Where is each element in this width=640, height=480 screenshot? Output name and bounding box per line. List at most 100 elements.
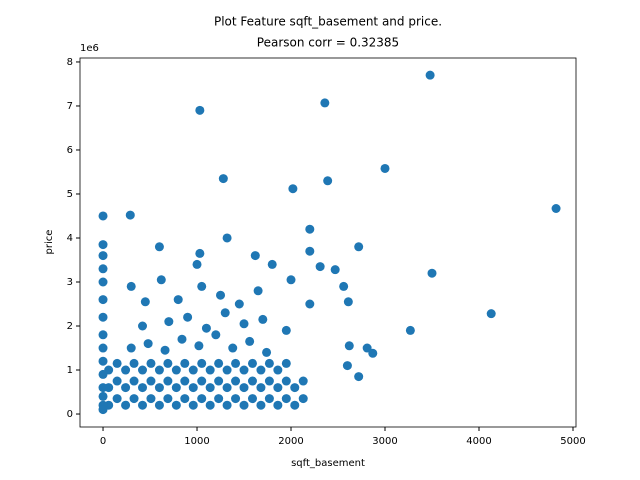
point xyxy=(125,210,135,220)
point xyxy=(146,358,156,368)
point xyxy=(98,383,108,393)
y-tick-label: 1 xyxy=(67,365,73,376)
point xyxy=(281,376,291,386)
point xyxy=(218,174,228,184)
point xyxy=(315,262,325,272)
point xyxy=(247,376,257,386)
point xyxy=(188,400,198,410)
point xyxy=(138,383,148,393)
point xyxy=(126,343,136,353)
point xyxy=(171,383,181,393)
point xyxy=(98,369,108,379)
point xyxy=(228,343,238,353)
point xyxy=(231,394,241,404)
point xyxy=(305,224,315,234)
point xyxy=(98,312,108,322)
point xyxy=(239,319,249,329)
point xyxy=(305,246,315,256)
point xyxy=(112,376,122,386)
point xyxy=(180,358,190,368)
x-axis-label: sqft_basement xyxy=(291,458,365,469)
point xyxy=(273,365,283,375)
y-tick-label: 0 xyxy=(67,409,73,420)
point xyxy=(188,383,198,393)
point xyxy=(98,277,108,287)
point xyxy=(323,176,333,186)
point xyxy=(486,309,496,319)
point xyxy=(140,297,150,307)
point xyxy=(427,268,437,278)
x-tick-label: 2000 xyxy=(278,436,303,447)
chart-title: Plot Feature sqft_basement and price. xyxy=(214,15,442,29)
point xyxy=(98,405,108,415)
point xyxy=(112,394,122,404)
point xyxy=(264,394,274,404)
point xyxy=(264,376,274,386)
point xyxy=(98,211,108,221)
point xyxy=(180,376,190,386)
point xyxy=(362,343,372,353)
point xyxy=(197,394,207,404)
point xyxy=(290,400,300,410)
point xyxy=(214,394,224,404)
point xyxy=(194,341,204,351)
y-tick-label: 6 xyxy=(67,145,73,156)
point xyxy=(339,281,349,291)
y-tick-label: 4 xyxy=(67,233,73,244)
point xyxy=(129,358,139,368)
point xyxy=(258,314,268,324)
y-axis-label: price xyxy=(44,230,55,255)
y-offset-label: 1e6 xyxy=(80,43,99,54)
point xyxy=(112,358,122,368)
point xyxy=(425,70,435,80)
point xyxy=(264,358,274,368)
point xyxy=(129,376,139,386)
x-tick-label: 3000 xyxy=(372,436,397,447)
point xyxy=(247,358,257,368)
point xyxy=(211,330,221,340)
y-tick-label: 2 xyxy=(67,321,73,332)
point xyxy=(298,394,308,404)
point xyxy=(188,365,198,375)
point xyxy=(245,336,255,346)
point xyxy=(380,163,390,173)
point xyxy=(98,264,108,274)
point xyxy=(121,383,131,393)
point xyxy=(98,295,108,305)
point xyxy=(138,365,148,375)
point xyxy=(160,345,170,355)
point xyxy=(222,233,232,243)
point xyxy=(281,325,291,335)
point xyxy=(98,356,108,366)
point xyxy=(177,334,187,344)
point xyxy=(163,376,173,386)
point xyxy=(205,400,215,410)
point xyxy=(154,383,164,393)
point xyxy=(192,259,202,269)
point xyxy=(146,376,156,386)
point xyxy=(98,391,108,401)
point xyxy=(239,383,249,393)
point xyxy=(154,400,164,410)
point xyxy=(129,394,139,404)
x-tick-label: 5000 xyxy=(560,436,585,447)
point xyxy=(343,297,353,307)
plot-frame xyxy=(79,57,577,428)
point xyxy=(290,383,300,393)
point xyxy=(214,358,224,368)
point xyxy=(256,365,266,375)
point xyxy=(154,365,164,375)
point xyxy=(173,295,183,305)
point xyxy=(281,358,291,368)
point xyxy=(163,358,173,368)
y-tick-label: 5 xyxy=(67,189,73,200)
point xyxy=(247,394,257,404)
point xyxy=(342,361,352,371)
point xyxy=(205,383,215,393)
x-tick-label: 0 xyxy=(100,436,106,447)
point xyxy=(138,321,148,331)
y-tick-label: 7 xyxy=(67,101,73,112)
point xyxy=(298,376,308,386)
point xyxy=(273,383,283,393)
point xyxy=(180,394,190,404)
